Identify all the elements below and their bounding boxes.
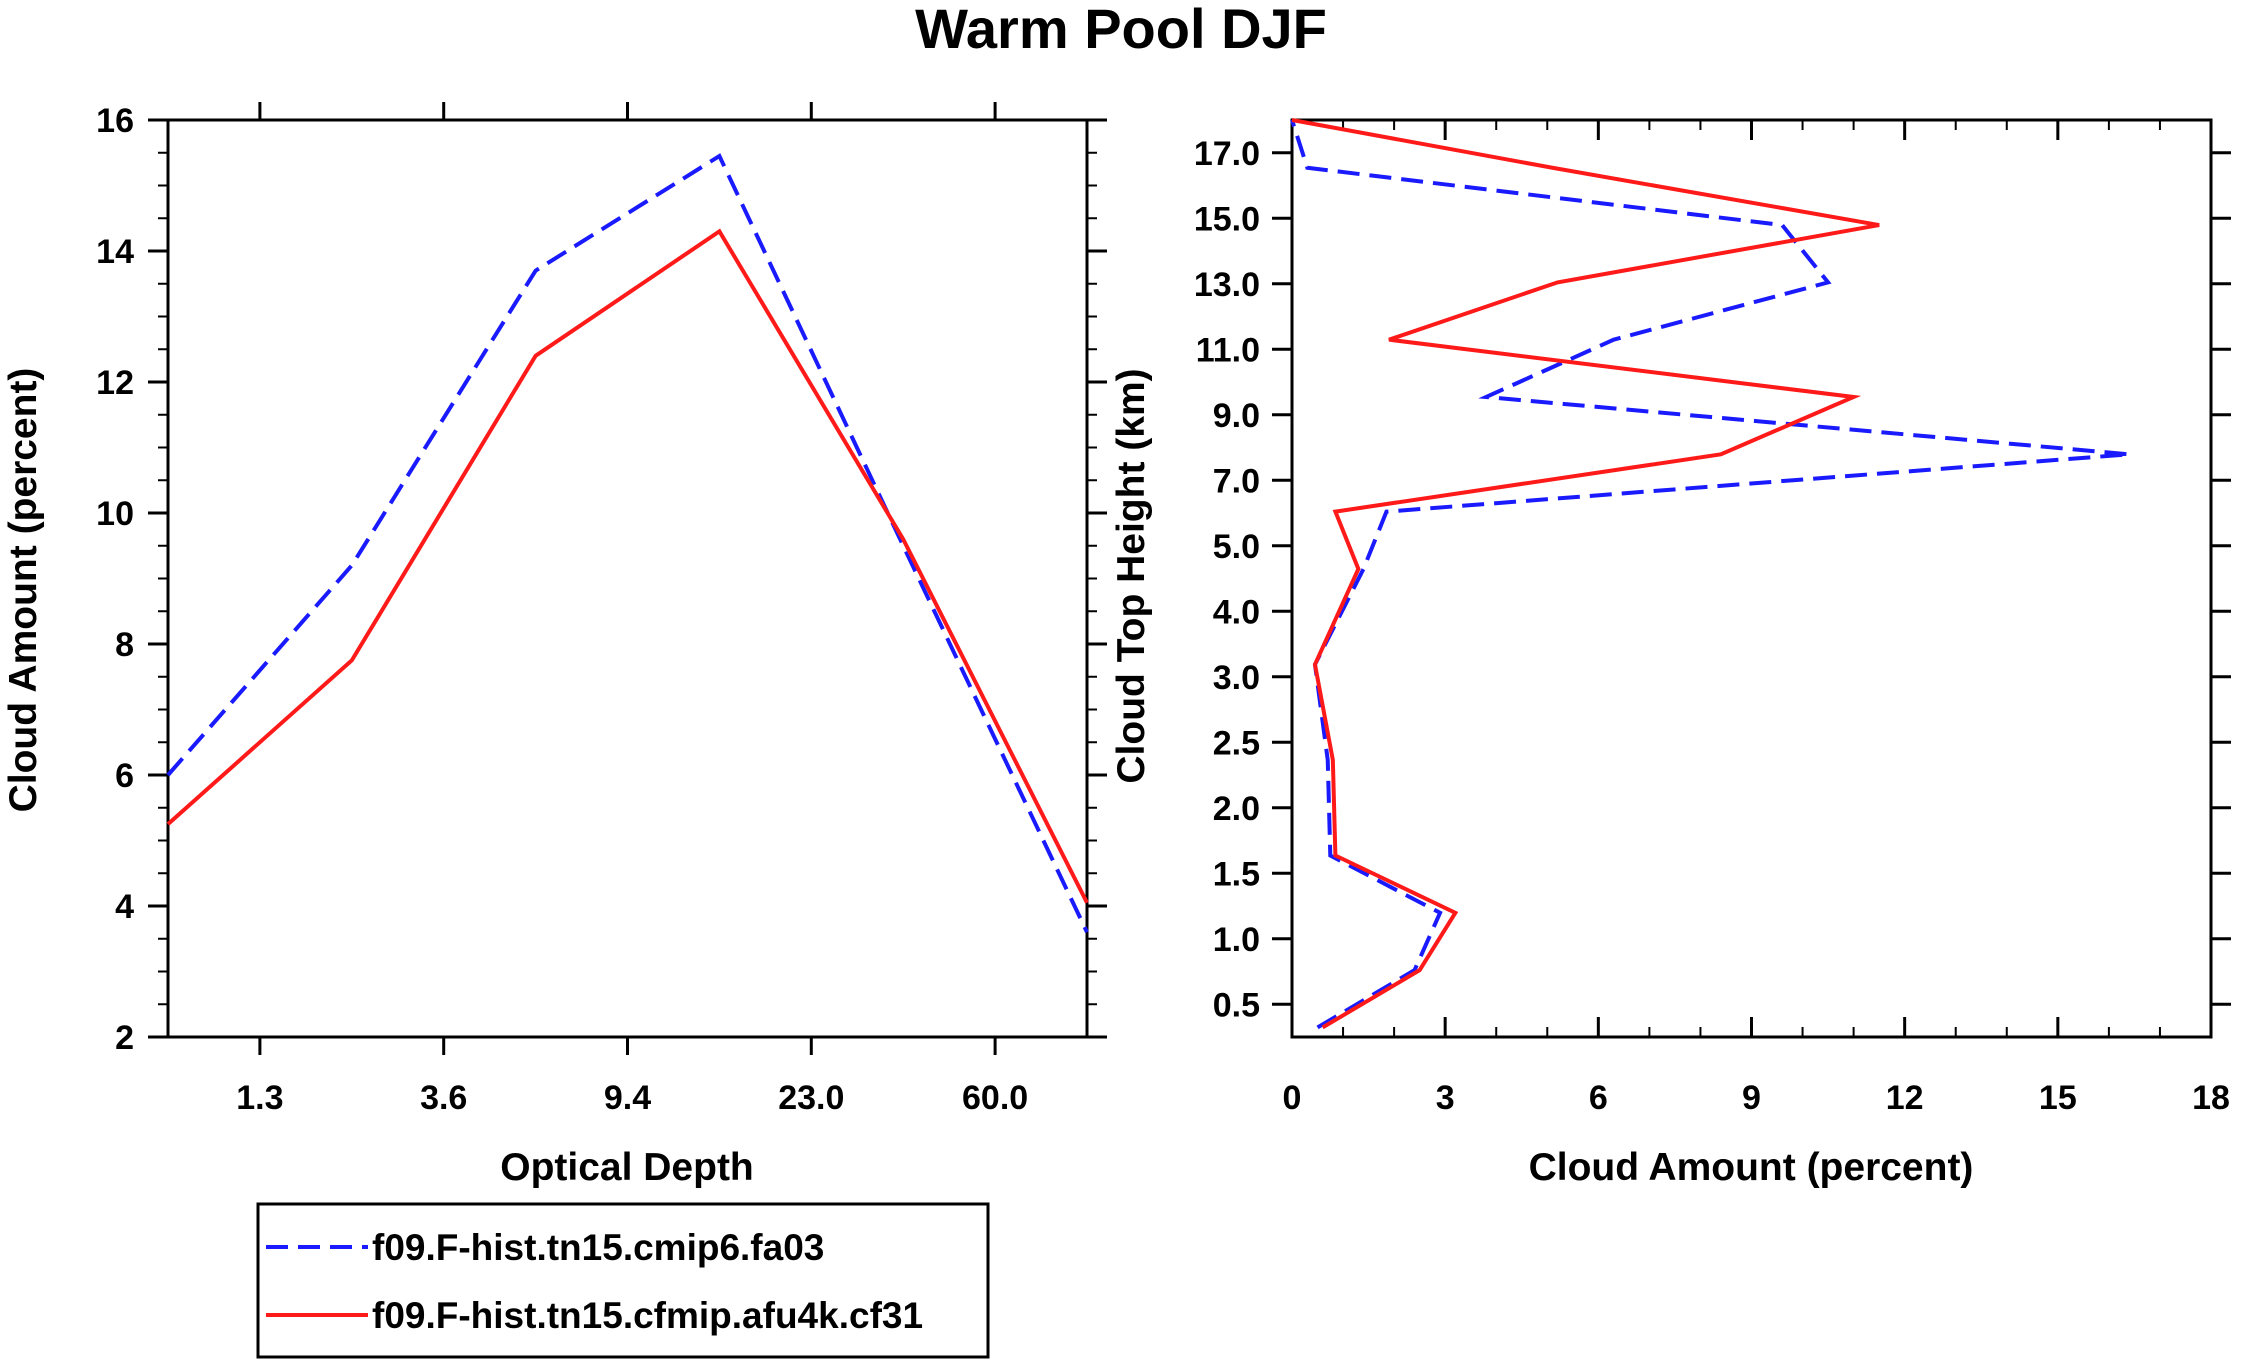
right-y-tick-label: 2.0: [1213, 790, 1260, 828]
left-x-tick-label: 9.4: [604, 1079, 651, 1117]
right-y-tick-label: 13.0: [1194, 266, 1260, 304]
left-y-tick-label: 14: [96, 233, 134, 271]
right-y-tick-label: 17.0: [1194, 135, 1260, 173]
left-plot-frame: [166, 118, 1089, 1039]
left-x-tick-label: 1.3: [236, 1079, 283, 1117]
right-x-tick-label: 3: [1436, 1079, 1455, 1117]
left-y-tick-label: 4: [115, 888, 134, 926]
right-x-tick-label: 18: [2192, 1079, 2230, 1117]
left-y-tick-label: 6: [115, 757, 134, 795]
right-series-line-0: [1290, 119, 2130, 1030]
legend: f09.F-hist.tn15.cmip6.fa03 f09.F-hist.tn…: [256, 1202, 990, 1359]
right-y-tick-label: 4.0: [1213, 593, 1260, 631]
left-panel: 2 4 6 8 10 12 14 16 1.3 3.6 9.4 23.0 60.0: [96, 102, 1107, 1117]
right-y-tick-label: 1.0: [1213, 921, 1260, 959]
legend-frame: [256, 1202, 990, 1359]
right-y-tick-label: 2.5: [1213, 724, 1260, 762]
right-y-tick-label: 1.5: [1213, 855, 1260, 893]
right-y-tick-label: 0.5: [1213, 986, 1260, 1024]
right-y-tick-label: 5.0: [1213, 528, 1260, 566]
right-y-tick-label: 11.0: [1196, 331, 1260, 369]
right-y-tick-label: 9.0: [1213, 397, 1260, 435]
left-x-tick-label: 23.0: [778, 1079, 844, 1117]
left-y-tick-label: 2: [115, 1019, 134, 1057]
right-x-tick-label: 15: [2039, 1079, 2077, 1117]
left-y-tick-label: 16: [96, 102, 134, 140]
right-y-tick-label: 15.0: [1194, 200, 1260, 238]
right-x-axis-label: Cloud Amount (percent): [1529, 1146, 1974, 1189]
right-panel: 0 3 6 9 12 15 18 0.5 1.0 1.5 2.0 2.5 3.0 4.0 5.0 7.0 9.0…: [1194, 118, 2231, 1117]
right-x-tick-label: 12: [1886, 1079, 1924, 1117]
left-series-line-1: [166, 228, 1089, 904]
left-series-line-0: [166, 153, 1089, 934]
right-y-tick-label: 3.0: [1213, 659, 1260, 697]
left-x-tick-label: 3.6: [420, 1079, 467, 1117]
left-y-tick-label: 10: [96, 495, 134, 533]
right-y-axis-label: Cloud Top Height (km): [1110, 368, 1153, 783]
chart-title: Warm Pool DJF: [915, 0, 1327, 60]
legend-label-0: f09.F-hist.tn15.cmip6.fa03: [372, 1227, 824, 1268]
left-y-tick-label: 8: [115, 626, 134, 664]
right-y-tick-label: 7.0: [1213, 462, 1260, 500]
right-x-tick-label: 0: [1283, 1079, 1302, 1117]
left-y-tick-label: 12: [96, 364, 134, 402]
right-x-tick-label: 6: [1589, 1079, 1608, 1117]
right-series-line-1: [1291, 118, 1880, 1030]
left-x-axis-label: Optical Depth: [500, 1146, 754, 1189]
left-x-tick-label: 60.0: [962, 1079, 1028, 1117]
left-y-axis-label: Cloud Amount (percent): [2, 368, 45, 813]
right-x-tick-label: 9: [1742, 1079, 1761, 1117]
legend-label-1: f09.F-hist.tn15.cfmip.afu4k.cf31: [372, 1295, 923, 1336]
